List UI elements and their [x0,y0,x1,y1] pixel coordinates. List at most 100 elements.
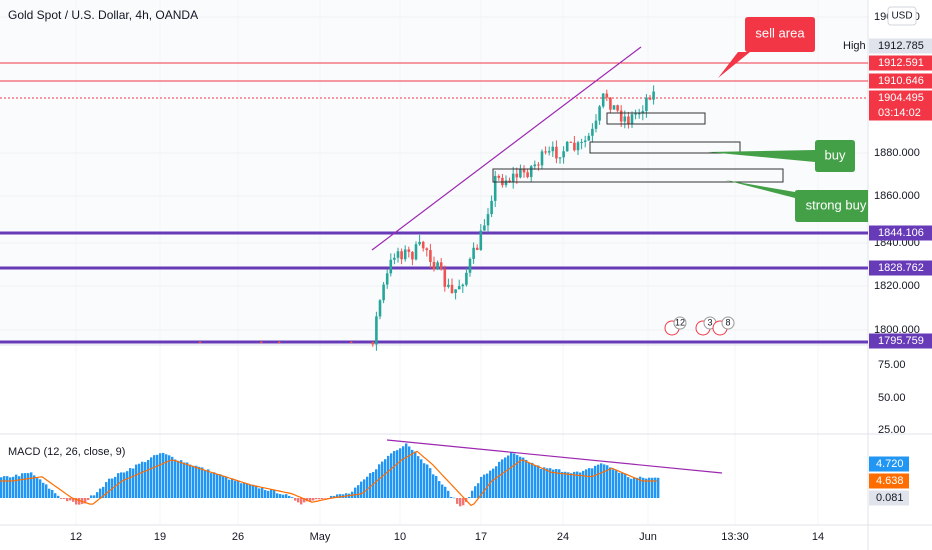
candle-body [565,141,569,152]
macd-bar [240,483,243,498]
macd-tag-value: 4.638 [876,475,904,487]
price-label: 1860.000 [874,190,920,202]
macd-bar [48,488,51,498]
symbol-title: Gold Spot / U.S. Dollar, 4h, OANDA [8,8,198,22]
zone-box [589,141,741,154]
macd-bar [336,494,339,498]
macd-bar [285,494,288,498]
macd-bar [519,456,522,498]
macd-bar [156,454,159,498]
macd-bar [243,482,246,498]
candle-body [400,251,403,260]
candle-body [576,142,580,151]
candle-body [479,230,483,250]
time-label: May [310,531,331,543]
candle-body [378,300,382,317]
candle-body [623,116,627,122]
price-axis: 1900.0001880.0001860.0001840.0001820.000… [70,11,932,543]
candle-body [411,251,414,260]
macd-bar [576,471,579,498]
macd-bar [267,490,270,498]
macd-bar [138,463,141,498]
macd-bar [618,472,621,498]
candle-body [612,105,616,110]
macd-bar [357,485,360,498]
candle-body [385,273,389,285]
macd-bar [561,471,564,498]
macd-bar [354,487,357,498]
candle-body [648,97,652,100]
macd-bar [309,498,312,502]
macd-bar [600,463,603,498]
macd-bar [582,470,585,498]
macd-bar [186,462,189,498]
candle-body [436,262,439,270]
macd-bar [171,456,174,498]
event-count[interactable] [721,316,735,330]
candle-body [407,249,411,252]
macd-bar [399,448,402,498]
candle-body [461,284,465,287]
candle-body [569,141,573,143]
macd-bar [177,460,180,498]
macd-bar [69,498,72,501]
macd-bar [459,498,462,507]
macd-bar [15,474,18,498]
currency-button[interactable] [887,6,917,26]
macd-tag-value: 0.081 [876,492,904,504]
macd-bar [261,487,264,498]
macd-bar [423,463,426,498]
candle-body [609,97,612,110]
macd-bar [420,459,423,498]
candle-body [526,172,529,178]
price-tag [869,55,932,71]
price-tag-value: 1912.591 [878,57,924,69]
macd-bar [3,476,6,498]
macd-bar [60,498,63,499]
time-label: 10 [394,531,406,543]
macd-bar [9,477,12,498]
time-label: 19 [154,531,166,543]
macd-bar [300,498,303,505]
macd-bar [117,473,120,498]
candle-body [616,105,619,111]
candle-body [558,157,562,159]
macd-bar [222,475,225,498]
candle-body [475,247,479,250]
macd-bar [135,464,138,498]
candle-body [637,113,641,115]
macd-bar [627,477,630,498]
event-count[interactable] [673,316,687,330]
macd-bar [450,496,453,498]
macd-bar [552,469,555,498]
macd-bar [24,473,27,498]
macd-bar [33,475,36,498]
candle-body [591,128,594,136]
macd-bar [486,473,489,498]
candle-body [421,241,425,249]
macd-bar [21,473,24,498]
macd-bar [333,495,336,498]
macd-bar [603,464,606,498]
price-label: 1880.000 [874,147,920,159]
grid [0,0,868,525]
macd-bar [531,462,534,498]
macd-bar [198,466,201,498]
time-label: 24 [557,531,569,543]
macd-bar [453,497,456,499]
macd-bar [528,462,531,498]
candle-body [457,286,461,290]
macd-bar [339,494,342,498]
macd-bar [291,497,294,498]
callout-text: strong buy [806,197,867,212]
candle-body [490,200,493,215]
macd-bar [159,453,162,498]
zone-box [492,168,784,183]
candle-body [587,135,591,141]
candle-body [468,258,472,273]
macd-bar [87,498,90,501]
macd-bar [330,495,333,498]
macd-bar [264,490,267,498]
